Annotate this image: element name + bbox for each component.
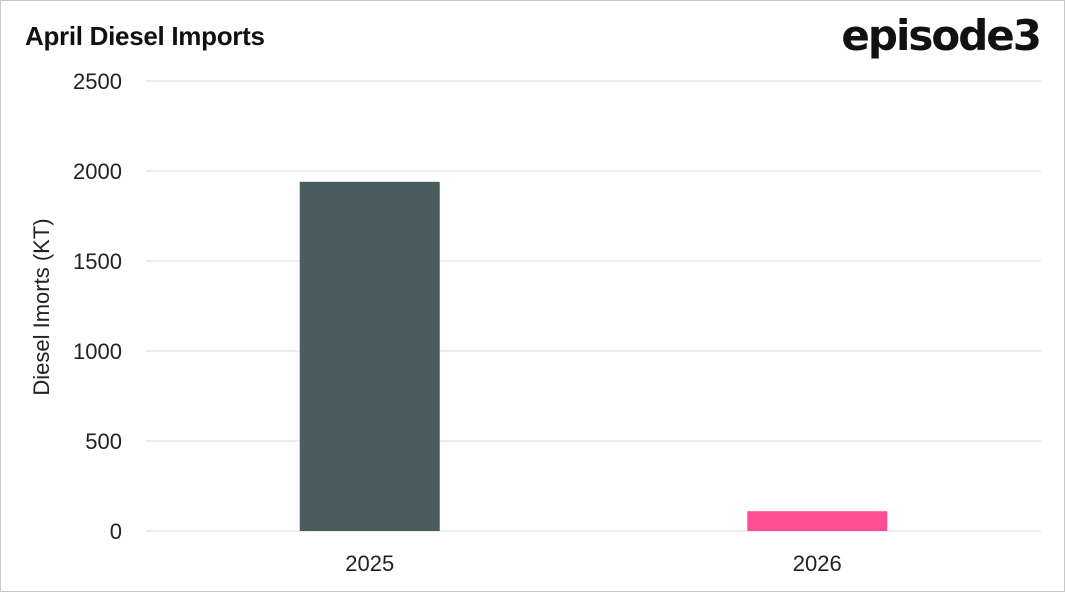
x-axis-ticks: 2025 2026 [345,551,841,576]
bars [299,181,888,532]
y-tick-label: 0 [110,519,122,544]
gridlines [146,80,1041,532]
bar-2025 [299,181,440,532]
y-tick-label: 2500 [73,69,122,94]
y-tick-label: 500 [85,429,122,454]
bar-2026 [747,511,888,531]
brand-logo: episode3 [841,11,1042,60]
chart-title: April Diesel Imports [25,21,265,51]
y-tick-label: 1500 [73,249,122,274]
y-axis-label: Diesel Imorts (KT) [29,218,54,395]
y-axis-ticks: 0 500 1000 1500 2000 2500 [73,69,122,544]
x-tick-label: 2025 [345,551,394,576]
y-tick-label: 2000 [73,159,122,184]
y-tick-label: 1000 [73,339,122,364]
x-tick-label: 2026 [793,551,842,576]
